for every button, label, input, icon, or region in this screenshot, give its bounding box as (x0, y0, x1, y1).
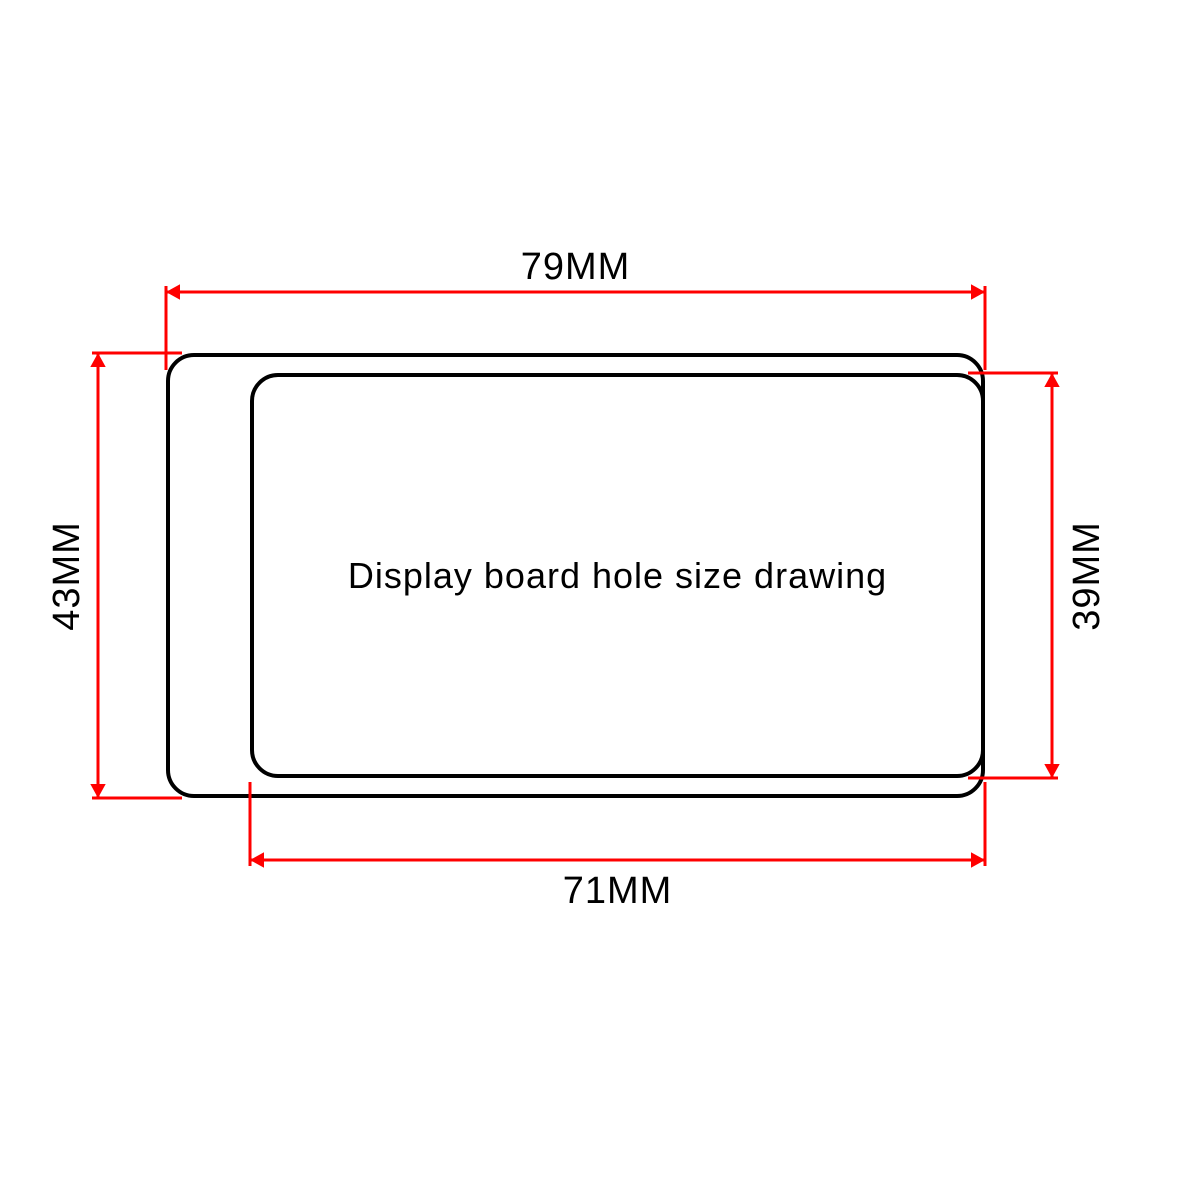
dim-inner-height-label: 39MM (1066, 521, 1109, 631)
dim-outer-height-label: 43MM (46, 521, 89, 631)
dim-outer-width-label: 79MM (521, 246, 631, 289)
center-label: Display board hole size drawing (348, 555, 887, 597)
dim-inner-width-label: 71MM (563, 870, 673, 913)
drawing-stage: Display board hole size drawing 79MM 43M… (0, 0, 1200, 1200)
